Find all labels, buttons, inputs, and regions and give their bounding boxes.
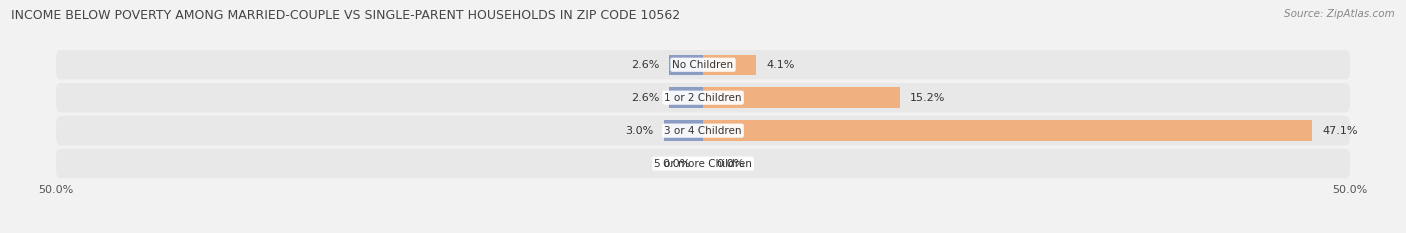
Text: 0.0%: 0.0% (716, 159, 744, 169)
Text: 15.2%: 15.2% (910, 93, 945, 103)
Bar (669, 55, 703, 75)
Bar (703, 55, 756, 75)
Text: Source: ZipAtlas.com: Source: ZipAtlas.com (1284, 9, 1395, 19)
Text: 47.1%: 47.1% (1323, 126, 1358, 136)
Text: 2.6%: 2.6% (631, 60, 659, 70)
Text: 5 or more Children: 5 or more Children (654, 159, 752, 169)
Bar (664, 120, 703, 141)
FancyBboxPatch shape (56, 50, 1350, 79)
Text: 0.0%: 0.0% (662, 159, 690, 169)
FancyBboxPatch shape (56, 116, 1350, 145)
FancyBboxPatch shape (56, 83, 1350, 112)
Text: INCOME BELOW POVERTY AMONG MARRIED-COUPLE VS SINGLE-PARENT HOUSEHOLDS IN ZIP COD: INCOME BELOW POVERTY AMONG MARRIED-COUPL… (11, 9, 681, 22)
Text: 4.1%: 4.1% (766, 60, 794, 70)
Text: No Children: No Children (672, 60, 734, 70)
Text: 3.0%: 3.0% (626, 126, 654, 136)
FancyBboxPatch shape (56, 149, 1350, 178)
Bar (703, 87, 900, 108)
Text: 2.6%: 2.6% (631, 93, 659, 103)
Text: 3 or 4 Children: 3 or 4 Children (664, 126, 742, 136)
Bar (703, 120, 1312, 141)
Bar (669, 87, 703, 108)
Text: 1 or 2 Children: 1 or 2 Children (664, 93, 742, 103)
